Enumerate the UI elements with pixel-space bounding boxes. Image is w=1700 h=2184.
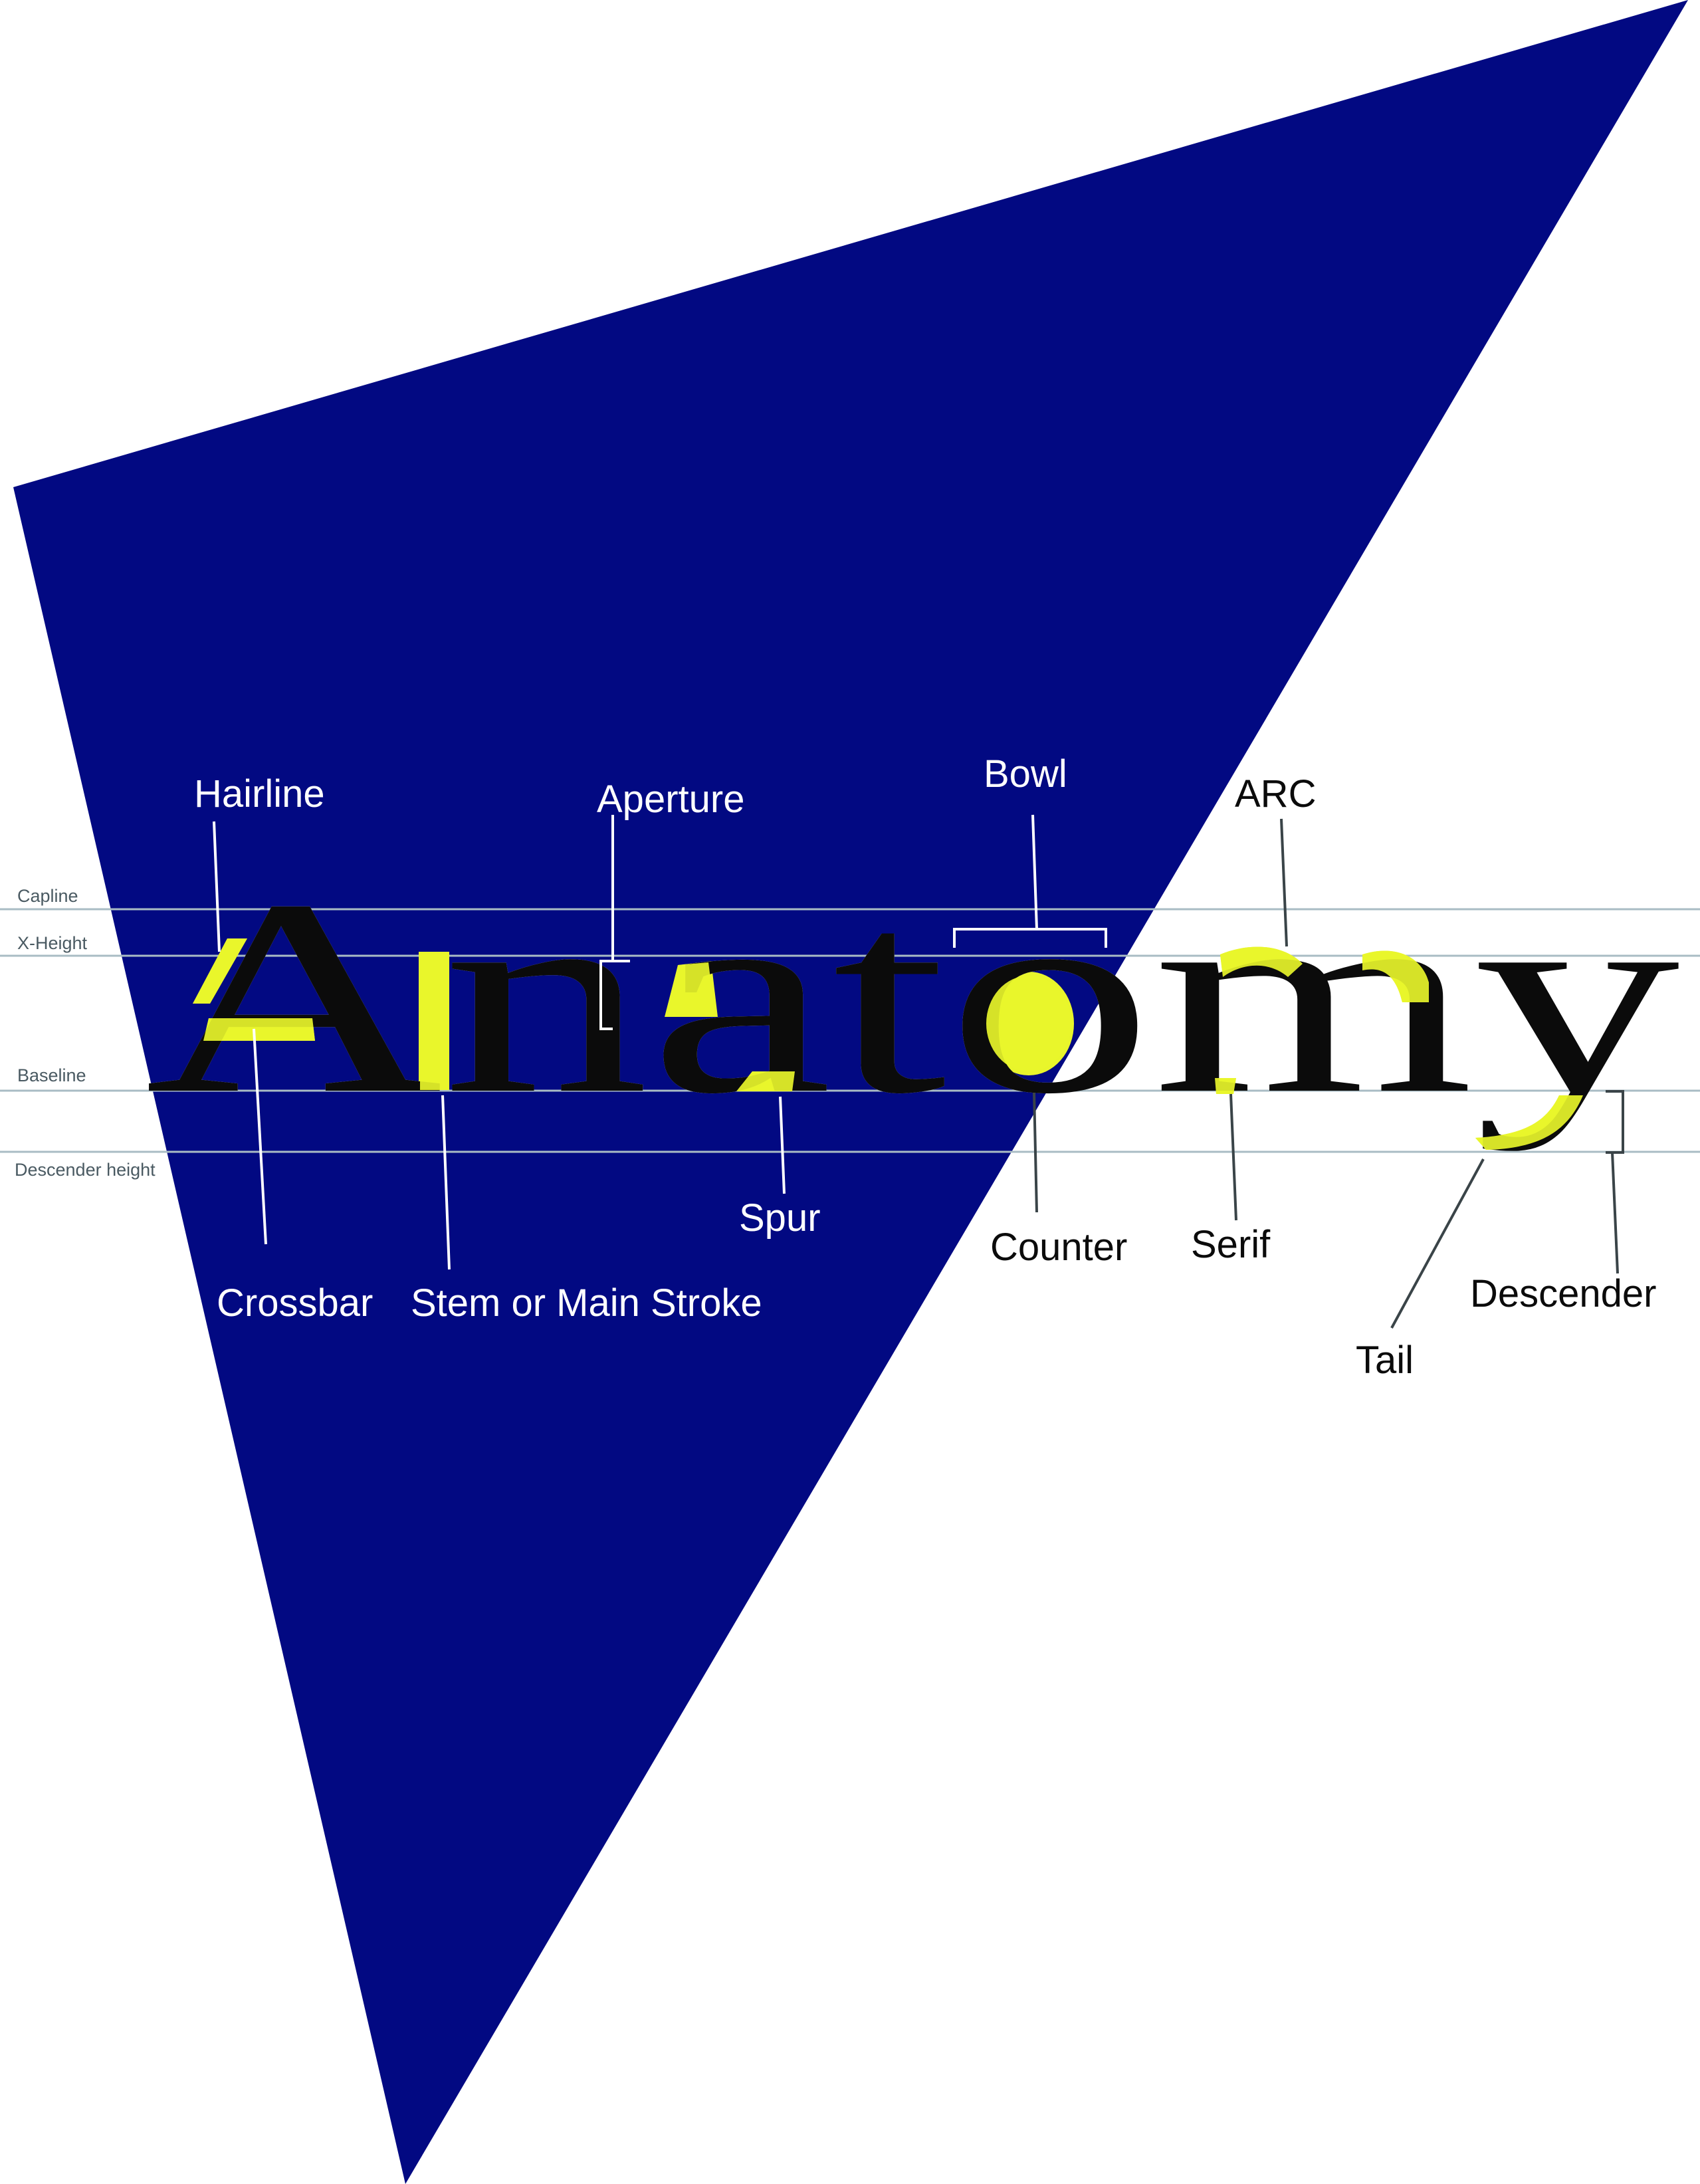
bowl-bracket	[953, 928, 1107, 948]
aperture-overlay	[667, 962, 715, 1016]
crossbar-label: Crossbar	[217, 1281, 373, 1325]
stem-leader	[441, 1095, 451, 1270]
descender-label: Descender	[1470, 1272, 1656, 1315]
xheight-label: X-Height	[17, 933, 88, 953]
hairline-overlay	[193, 938, 247, 1004]
counter-label: Counter	[990, 1226, 1127, 1269]
terms-on-blue: Hairline Aperture Bowl Crossbar Stem or …	[194, 752, 1067, 1325]
descender-height-label: Descender height	[15, 1160, 156, 1180]
arc-overlay	[1220, 946, 1303, 977]
tail-overlay	[1475, 1095, 1583, 1150]
arc-overlay-2	[1362, 950, 1429, 1002]
spur-leader	[779, 1096, 786, 1194]
tail-leader	[1390, 1158, 1485, 1329]
blue-triangle	[13, 0, 1688, 2184]
crossbar-leader	[253, 1028, 267, 1245]
tail-label: Tail	[1356, 1339, 1414, 1382]
aperture-bracket	[599, 815, 614, 1030]
guide-labels: Capline X-Height Baseline Descender heig…	[15, 886, 156, 1180]
bowl-label: Bowl	[984, 752, 1067, 796]
hairline-leader	[213, 821, 221, 952]
capline-label: Capline	[17, 886, 78, 906]
arc-leader	[1280, 818, 1288, 947]
bowl-leader	[1031, 814, 1038, 930]
crossbar-overlay	[203, 1018, 315, 1041]
aperture-label: Aperture	[597, 778, 744, 821]
counter-overlay	[986, 976, 1071, 1071]
part-highlights-top	[193, 938, 1583, 1150]
stem-label: Stem or Main Stroke	[411, 1281, 762, 1325]
baseline-label: Baseline	[17, 1065, 86, 1085]
spur-overlay	[736, 1071, 795, 1091]
anatomy-word-white: Anatomy	[145, 842, 1680, 1152]
word-on-white: Anatomy	[145, 842, 1680, 1152]
terms-on-white: ARC Counter Serif Descender Tail	[990, 772, 1656, 1382]
descender-bracket	[1606, 1090, 1624, 1154]
spur-label: Spur	[739, 1196, 821, 1240]
leaders-on-white	[1033, 818, 1624, 1329]
guide-lines	[0, 908, 1700, 1153]
stem-overlay	[420, 954, 448, 1090]
hairline-label: Hairline	[194, 772, 325, 816]
serif-label: Serif	[1191, 1223, 1271, 1266]
serif-overlay	[1215, 1078, 1236, 1094]
descender-leader	[1611, 1152, 1619, 1274]
counter-leader	[1033, 1092, 1038, 1213]
serif-leader	[1229, 1093, 1237, 1221]
leaders-on-blue	[213, 814, 1107, 1270]
arc-label: ARC	[1235, 772, 1316, 816]
